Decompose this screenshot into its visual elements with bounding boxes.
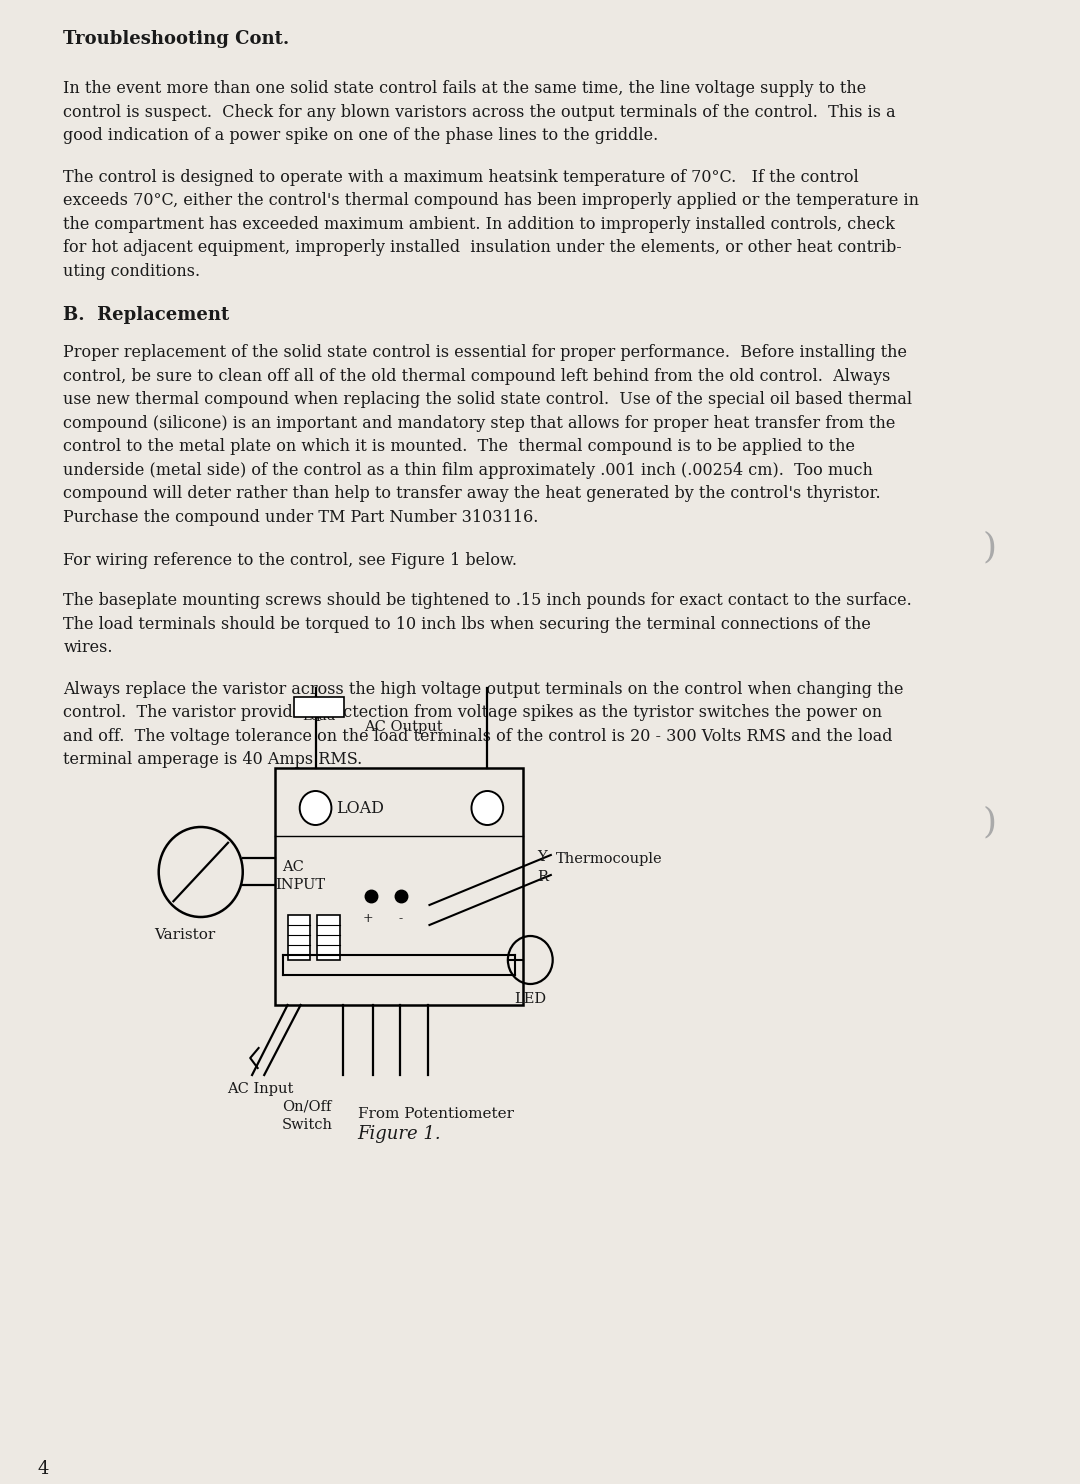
Text: Y: Y (537, 850, 546, 864)
Text: The baseplate mounting screws should be tightened to .15 inch pounds for exact c: The baseplate mounting screws should be … (64, 592, 913, 608)
Text: Thermocouple: Thermocouple (555, 852, 662, 867)
Text: Proper replacement of the solid state control is essential for proper performanc: Proper replacement of the solid state co… (64, 344, 907, 361)
Text: and off.  The voltage tolerance on the load terminals of the control is 20 - 300: and off. The voltage tolerance on the lo… (64, 727, 893, 745)
Text: AC Input: AC Input (227, 1082, 294, 1097)
Text: control to the metal plate on which it is mounted.  The  thermal compound is to : control to the metal plate on which it i… (64, 438, 855, 456)
Text: Switch: Switch (282, 1117, 333, 1132)
Text: AC Output: AC Output (364, 720, 443, 735)
Text: terminal amperage is 40 Amps RMS.: terminal amperage is 40 Amps RMS. (64, 751, 363, 769)
Text: use new thermal compound when replacing the solid state control.  Use of the spe: use new thermal compound when replacing … (64, 390, 913, 408)
Text: control, be sure to clean off all of the old thermal compound left behind from t: control, be sure to clean off all of the… (64, 368, 891, 384)
Text: control.  The varistor provides proctection from voltage spikes as the tyristor : control. The varistor provides proctecti… (64, 703, 882, 721)
Text: LED: LED (514, 991, 546, 1006)
Text: LOAD: LOAD (336, 800, 384, 818)
Bar (318, 916, 340, 960)
Text: wires.: wires. (64, 640, 113, 656)
Text: compound (silicone) is an important and mandatory step that allows for proper he: compound (silicone) is an important and … (64, 414, 896, 432)
Text: AC: AC (282, 861, 303, 874)
Text: Always replace the varistor across the high voltage output terminals on the cont: Always replace the varistor across the h… (64, 681, 904, 697)
Text: For wiring reference to the control, see Figure 1 below.: For wiring reference to the control, see… (64, 552, 517, 568)
Text: B.  Replacement: B. Replacement (64, 306, 230, 324)
Text: Load: Load (302, 709, 336, 723)
Text: compound will deter rather than help to transfer away the heat generated by the : compound will deter rather than help to … (64, 485, 881, 502)
Text: Varistor: Varistor (154, 928, 215, 942)
Text: ): ) (982, 804, 996, 838)
Text: underside (metal side) of the control as a thin film approximately .001 inch (.0: underside (metal side) of the control as… (64, 462, 874, 478)
Text: In the event more than one solid state control fails at the same time, the line : In the event more than one solid state c… (64, 80, 867, 96)
Circle shape (472, 791, 503, 825)
Text: 4: 4 (38, 1460, 49, 1478)
Text: On/Off: On/Off (282, 1100, 332, 1114)
Text: From Potentiometer: From Potentiometer (357, 1107, 514, 1120)
Text: for hot adjacent equipment, improperly installed  insulation under the elements,: for hot adjacent equipment, improperly i… (64, 239, 902, 257)
Text: The control is designed to operate with a maximum heatsink temperature of 70°C. : The control is designed to operate with … (64, 169, 860, 186)
Bar (275, 769, 523, 1005)
Text: uting conditions.: uting conditions. (64, 263, 201, 279)
Text: -: - (399, 913, 403, 925)
Text: The load terminals should be torqued to 10 inch lbs when securing the terminal c: The load terminals should be torqued to … (64, 616, 872, 632)
Text: +: + (363, 913, 374, 925)
Text: Troubleshooting Cont.: Troubleshooting Cont. (64, 30, 289, 47)
Bar (294, 697, 343, 717)
Text: exceeds 70°C, either the control's thermal compound has been improperly applied : exceeds 70°C, either the control's therm… (64, 191, 919, 209)
Text: ): ) (982, 530, 996, 564)
Text: R: R (537, 870, 548, 884)
Circle shape (299, 791, 332, 825)
Text: Purchase the compound under TM Part Number 3103116.: Purchase the compound under TM Part Numb… (64, 509, 539, 525)
Text: good indication of a power spike on one of the phase lines to the griddle.: good indication of a power spike on one … (64, 128, 659, 144)
Bar (287, 916, 310, 960)
Text: INPUT: INPUT (275, 879, 325, 892)
Text: control is suspect.  Check for any blown varistors across the output terminals o: control is suspect. Check for any blown … (64, 104, 896, 120)
Text: Figure 1.: Figure 1. (357, 1125, 442, 1143)
Text: the compartment has exceeded maximum ambient. In addition to improperly installe: the compartment has exceeded maximum amb… (64, 215, 895, 233)
